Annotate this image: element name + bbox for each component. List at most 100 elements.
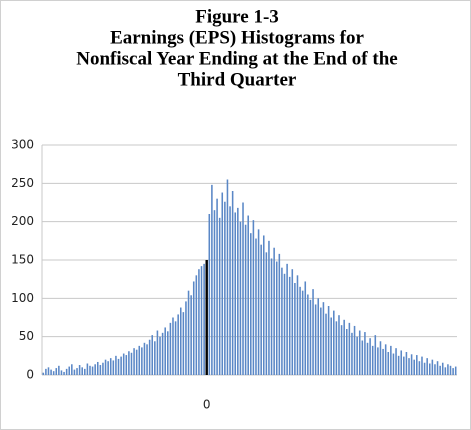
bar bbox=[377, 347, 379, 375]
bar bbox=[161, 332, 164, 375]
bar bbox=[353, 325, 356, 375]
bar bbox=[195, 275, 198, 375]
bar bbox=[369, 338, 371, 375]
bar bbox=[260, 244, 262, 375]
bar bbox=[187, 290, 190, 375]
y-tick-label: 300 bbox=[11, 138, 34, 152]
bar bbox=[416, 355, 418, 375]
bar bbox=[314, 304, 317, 375]
bar bbox=[190, 295, 192, 375]
bar bbox=[348, 322, 351, 375]
bar bbox=[200, 266, 203, 375]
chart-title: Nonfiscal Year Ending at the End of the bbox=[76, 48, 397, 69]
bar bbox=[291, 269, 294, 375]
bar bbox=[185, 301, 187, 375]
x-tick-label: 0 bbox=[203, 398, 211, 412]
bar bbox=[50, 369, 52, 375]
bar bbox=[247, 215, 249, 375]
bar bbox=[257, 229, 260, 375]
bar bbox=[156, 330, 159, 375]
bar bbox=[250, 233, 252, 375]
bar bbox=[141, 347, 143, 375]
bar bbox=[63, 371, 65, 375]
y-tick-label: 150 bbox=[11, 253, 34, 267]
bar bbox=[213, 210, 216, 375]
bar bbox=[400, 350, 403, 375]
bar bbox=[65, 368, 68, 375]
bar bbox=[198, 269, 200, 375]
bar bbox=[208, 214, 211, 375]
bar bbox=[452, 368, 454, 375]
bar bbox=[216, 198, 218, 375]
bar bbox=[397, 355, 400, 375]
bar bbox=[231, 191, 234, 375]
bar bbox=[270, 258, 273, 375]
bar bbox=[244, 224, 247, 375]
bar bbox=[135, 349, 138, 375]
bar bbox=[390, 345, 392, 375]
bar bbox=[89, 365, 91, 375]
bar bbox=[47, 367, 50, 375]
bar bbox=[122, 353, 125, 375]
bar bbox=[86, 363, 89, 375]
y-tick-label: 50 bbox=[19, 329, 34, 343]
bar bbox=[317, 298, 320, 375]
bar bbox=[68, 366, 71, 375]
bar bbox=[221, 192, 224, 375]
y-tick-label: 200 bbox=[11, 214, 34, 228]
bar bbox=[403, 356, 405, 375]
chart-title: Third Quarter bbox=[178, 69, 297, 90]
bar bbox=[112, 360, 115, 375]
bar bbox=[115, 355, 117, 375]
bar bbox=[159, 336, 161, 375]
bar bbox=[146, 344, 148, 375]
bar bbox=[192, 281, 195, 375]
bar bbox=[418, 361, 421, 375]
bar bbox=[262, 235, 265, 375]
bar bbox=[275, 261, 278, 375]
bar bbox=[107, 361, 109, 375]
bar bbox=[237, 207, 239, 375]
bar bbox=[449, 365, 452, 375]
chart-title: Earnings (EPS) Histograms for bbox=[110, 27, 364, 48]
bar bbox=[307, 294, 309, 375]
bar bbox=[104, 359, 107, 375]
bar bbox=[138, 345, 141, 375]
bar bbox=[84, 368, 86, 375]
bar bbox=[387, 352, 390, 375]
bar bbox=[91, 366, 94, 375]
bar bbox=[218, 217, 221, 375]
bar bbox=[265, 252, 268, 375]
bar bbox=[338, 315, 340, 375]
bar bbox=[45, 368, 47, 375]
bar bbox=[120, 356, 122, 375]
bar bbox=[128, 351, 130, 375]
bar bbox=[322, 302, 325, 375]
bar bbox=[182, 312, 185, 375]
bar bbox=[211, 184, 213, 375]
bar bbox=[294, 283, 296, 375]
bar bbox=[164, 327, 166, 375]
bar bbox=[151, 335, 154, 375]
bar bbox=[382, 348, 384, 375]
bar bbox=[71, 364, 73, 375]
bar bbox=[179, 307, 182, 375]
bar bbox=[333, 310, 335, 375]
bar bbox=[154, 341, 156, 375]
bar bbox=[436, 361, 439, 375]
bar bbox=[434, 364, 436, 375]
bar bbox=[143, 342, 146, 375]
bar bbox=[81, 367, 83, 375]
bar bbox=[42, 372, 45, 375]
bar bbox=[345, 329, 348, 375]
bar bbox=[167, 331, 169, 375]
bar bbox=[172, 317, 174, 375]
bar bbox=[94, 364, 96, 375]
bar bbox=[351, 332, 353, 375]
bar bbox=[444, 367, 447, 375]
y-tick-label: 250 bbox=[11, 176, 34, 190]
bar bbox=[130, 352, 133, 375]
y-tick-label: 100 bbox=[11, 291, 34, 305]
bar bbox=[413, 359, 415, 375]
bar bbox=[384, 344, 387, 375]
